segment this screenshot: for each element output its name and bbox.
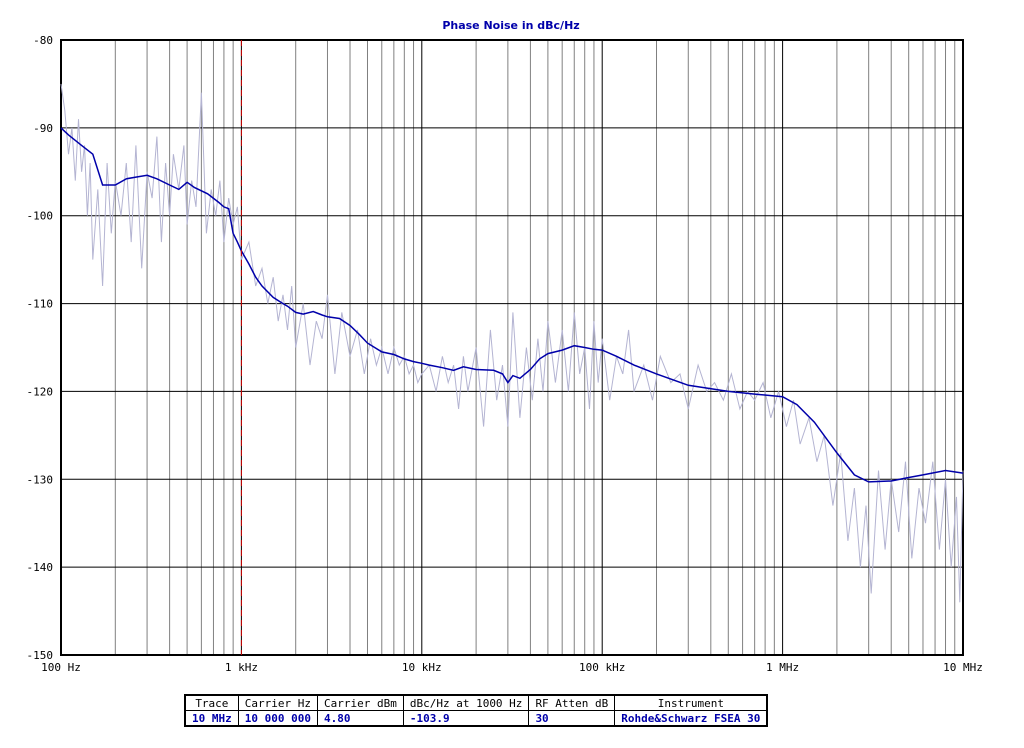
value-trace: 10 MHz xyxy=(184,710,239,727)
value-carrier-dbm: 4.80 xyxy=(316,710,404,727)
y-tick-labels: -80 -90 -100 -110 -120 -130 -140 -150 xyxy=(27,34,54,662)
x-tick-label: 1 kHz xyxy=(225,661,258,674)
y-tick-label: -110 xyxy=(27,298,54,311)
x-tick-label: 10 kHz xyxy=(402,661,442,674)
x-tick-label: 100 Hz xyxy=(41,661,81,674)
header-instrument: Instrument xyxy=(614,694,768,711)
header-carrier-dbm: Carrier dBm xyxy=(316,694,404,711)
value-dbc-at-1000: -103.9 xyxy=(402,710,530,727)
smoothed-trace-series xyxy=(60,127,964,483)
info-table-header-row: Trace Carrier Hz Carrier dBm dBc/Hz at 1… xyxy=(184,694,768,711)
y-tick-label: -130 xyxy=(27,473,54,486)
info-table-value-row: 10 MHz 10 000 000 4.80 -103.9 30 Rohde&S… xyxy=(184,710,768,727)
header-carrier-hz: Carrier Hz xyxy=(237,694,318,711)
x-tick-labels: 100 Hz 1 kHz 10 kHz 100 kHz 1 MHz 10 MHz xyxy=(41,661,983,674)
y-tick-label: -120 xyxy=(27,385,54,398)
value-rf-atten: 30 xyxy=(528,710,616,727)
raw-trace-line xyxy=(60,83,964,603)
plot-frame xyxy=(60,39,964,656)
y-tick-label: -80 xyxy=(33,34,53,47)
y-tick-label: -150 xyxy=(27,649,54,662)
value-instrument: Rohde&Schwarz FSEA 30 xyxy=(614,710,768,727)
x-tick-label: 1 MHz xyxy=(766,661,799,674)
y-tick-label: -100 xyxy=(27,210,54,223)
x-tick-label: 10 MHz xyxy=(943,661,983,674)
header-trace: Trace xyxy=(184,694,239,711)
chart-title: Phase Noise in dBc/Hz xyxy=(442,19,579,32)
info-table: Trace Carrier Hz Carrier dBm dBc/Hz at 1… xyxy=(184,694,769,727)
y-tick-label: -90 xyxy=(33,122,53,135)
phase-noise-chart: -80 -90 -100 -110 -120 -130 -140 -150 100 Hz 1 k… xyxy=(27,19,983,674)
y-tick-label: -140 xyxy=(27,561,54,574)
value-carrier-hz: 10 000 000 xyxy=(237,710,318,727)
x-tick-label: 100 kHz xyxy=(579,661,625,674)
smoothed-trace-line xyxy=(60,127,964,483)
major-grid xyxy=(60,39,964,656)
header-rf-atten: RF Atten dB xyxy=(528,694,616,711)
header-dbc-at-1000: dBc/Hz at 1000 Hz xyxy=(402,694,530,711)
raw-trace-series xyxy=(60,83,964,603)
